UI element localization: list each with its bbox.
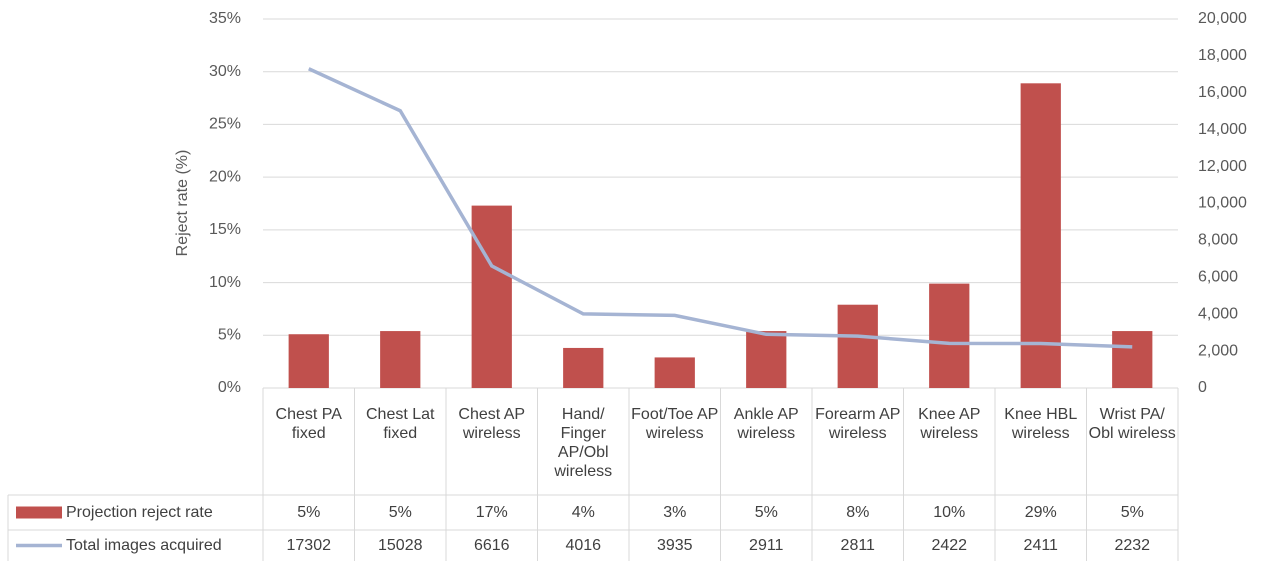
table-cell: 10% [933,503,966,521]
table-cell: 5% [297,503,321,521]
bar [288,334,329,388]
bar [1020,83,1061,388]
table-cell: 3935 [656,536,693,554]
bar [563,347,604,388]
y2-tick-label: 6,000 [1198,269,1238,286]
x-tick-label: Chest AP wireless [458,406,526,442]
table-cell: 4016 [565,536,602,554]
bar [380,331,421,388]
bar [1112,331,1153,388]
y2-tick-label: 4,000 [1198,305,1238,322]
y-tick-label: 25% [209,116,241,133]
table-cell: 6616 [473,536,510,554]
legend-label: Total images acquired [66,536,222,554]
table-cell: 2232 [1114,536,1151,554]
legend-label: Projection reject rate [66,503,213,521]
table-cell: 5% [1120,503,1144,521]
y-tick-label: 30% [209,63,241,80]
x-tick-label: Hand/ Finger AP/Obl wireless [554,406,613,480]
table-cell: 15028 [378,536,423,554]
table-cell: 2411 [1023,536,1058,554]
y2-tick-label: 14,000 [1198,121,1247,138]
x-tick-label: Foot/Toe AP wireless [631,406,719,442]
table-cell: 2422 [931,536,968,554]
table-cell: 17302 [286,536,332,554]
x-tick-label: Ankle AP wireless [733,406,799,442]
table-cell: 17% [475,503,508,521]
bar [746,331,787,388]
bar [654,357,695,388]
x-tick-label: Knee AP wireless [918,406,981,442]
y2-tick-label: 16,000 [1198,84,1247,101]
y-tick-label: 0% [218,379,241,396]
x-tick-label: Wrist PA/ Obl wireless [1088,406,1176,442]
x-tick-label: Knee HBL wireless [1004,406,1078,442]
table-cell: 4% [571,503,595,521]
y2-tick-label: 8,000 [1198,232,1238,249]
table-cell: 2811 [840,536,875,554]
x-tick-label: Forearm AP wireless [815,406,901,442]
y-tick-label: 15% [209,221,241,238]
table-cell: 2911 [749,536,784,554]
table-cell: 5% [388,503,412,521]
bar [929,283,970,388]
y-tick-label: 35% [209,10,241,27]
table-cell: 5% [754,503,778,521]
table-cell: 8% [846,503,870,521]
line [308,67,1133,349]
x-tick-label: Chest PA fixed [275,406,342,442]
bar [471,205,512,388]
y-tick-label: 10% [209,274,241,291]
y-axis-title: Reject rate (%) [174,150,191,257]
table-cell: 3% [663,503,687,521]
bar [837,304,878,388]
legend-swatch [16,506,62,519]
y2-tick-label: 12,000 [1198,158,1247,175]
y2-tick-label: 20,000 [1198,10,1247,27]
y2-tick-label: 18,000 [1198,47,1247,64]
y2-tick-label: 10,000 [1198,195,1247,212]
y2-tick-label: 2,000 [1198,342,1238,359]
x-tick-label: Chest Lat fixed [366,406,435,442]
y-tick-label: 20% [209,168,241,185]
y2-tick-label: 0 [1198,379,1207,396]
table-cell: 29% [1024,503,1057,521]
y-tick-label: 5% [218,327,241,344]
